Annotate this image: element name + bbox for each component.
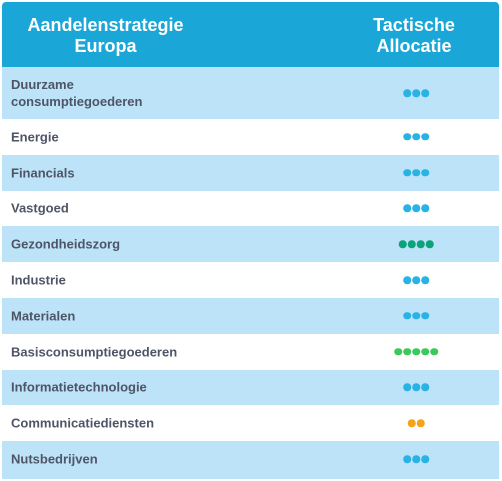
- rating-dot-icon: [416, 419, 425, 428]
- rating-dot-icon: [421, 383, 429, 392]
- sector-label: Energie: [11, 128, 311, 145]
- table-row: Communicatiediensten: [2, 405, 499, 442]
- rating-dot-icon: [403, 133, 411, 141]
- table-row: Vastgoed: [2, 190, 499, 227]
- sector-label-line1: Gezondheidszorg: [11, 236, 121, 252]
- sector-label-line1: Communicatiediensten: [11, 415, 155, 431]
- rating-dot-icon: [403, 383, 411, 392]
- sector-label-line1: Duurzame: [11, 77, 74, 92]
- sector-label: Gezondheidszorg: [11, 236, 311, 253]
- table-row: Energie: [2, 119, 499, 155]
- allocation-rating: [403, 133, 429, 141]
- table-row: Basisconsumptiegoederen: [2, 333, 499, 370]
- table-row: Financials: [2, 154, 499, 191]
- allocation-rating: [403, 276, 429, 284]
- rating-dot-icon: [412, 347, 420, 356]
- table-row: Informatietechnologie: [2, 369, 499, 406]
- sector-label: Basisconsumptiegoederen: [11, 343, 311, 360]
- rating-dot-icon: [403, 276, 411, 284]
- header-strategy: Aandelenstrategie Europa: [2, 15, 209, 57]
- table-header: Aandelenstrategie Europa Tactische Alloc…: [2, 2, 499, 67]
- sector-label: Nutsbedrijven: [11, 451, 311, 468]
- header-allocation-line2: Allocatie: [376, 36, 452, 56]
- sector-label-line1: Materialen: [11, 308, 76, 324]
- table-row: Duurzame consumptiegoederen: [2, 67, 499, 119]
- header-strategy-line1: Aandelenstrategie: [27, 15, 184, 35]
- rating-dot-icon: [412, 383, 420, 392]
- sector-label-line1: Industrie: [11, 272, 66, 288]
- rating-dot-icon: [412, 89, 420, 97]
- sector-label: Materialen: [11, 307, 311, 324]
- rating-dot-icon: [421, 89, 429, 97]
- sector-label: Duurzame consumptiegoederen: [11, 76, 311, 110]
- sector-label-line1: Energie: [11, 129, 59, 145]
- header-allocation: Tactische Allocatie: [339, 15, 489, 57]
- rating-dot-icon: [398, 240, 407, 249]
- allocation-rating: [398, 240, 434, 249]
- rating-dot-icon: [403, 347, 411, 356]
- sector-label-line1: Informatietechnologie: [11, 379, 147, 395]
- allocation-rating: [394, 347, 438, 356]
- table-row: Gezondheidszorg: [2, 226, 499, 263]
- sector-label: Informatietechnologie: [11, 379, 311, 396]
- table-row: Materialen: [2, 298, 499, 334]
- sector-label-line1: Basisconsumptiegoederen: [11, 344, 178, 360]
- allocation-rating: [403, 89, 429, 97]
- rating-dot-icon: [421, 312, 429, 320]
- allocation-rating: [403, 383, 429, 392]
- sector-label-line1: Vastgoed: [11, 200, 69, 216]
- rating-dot-icon: [421, 455, 429, 463]
- rating-dot-icon: [416, 240, 425, 249]
- rating-dot-icon: [421, 204, 429, 213]
- rating-dot-icon: [425, 240, 434, 249]
- sector-label: Communicatiediensten: [11, 415, 311, 432]
- sector-label-line1: Financials: [11, 165, 75, 181]
- rating-dot-icon: [412, 204, 420, 213]
- rating-dot-icon: [421, 133, 429, 141]
- table-row: Nutsbedrijven: [2, 441, 499, 477]
- allocation-rating: [403, 168, 429, 177]
- rating-dot-icon: [403, 89, 411, 97]
- rating-dot-icon: [412, 276, 420, 284]
- rating-dot-icon: [421, 276, 429, 284]
- header-allocation-line1: Tactische: [373, 15, 455, 35]
- rating-dot-icon: [412, 312, 420, 320]
- header-strategy-line2: Europa: [74, 36, 137, 56]
- rating-dot-icon: [403, 312, 411, 320]
- rating-dot-icon: [430, 347, 438, 356]
- rating-dot-icon: [412, 455, 420, 463]
- table-bottom-border: [2, 477, 499, 479]
- rating-dot-icon: [421, 168, 429, 177]
- rating-dot-icon: [403, 204, 411, 213]
- rating-dot-icon: [412, 168, 420, 177]
- allocation-rating: [403, 455, 429, 463]
- sector-label-line1: Nutsbedrijven: [11, 451, 98, 467]
- rating-dot-icon: [407, 240, 416, 249]
- rating-dot-icon: [403, 455, 411, 463]
- rating-dot-icon: [403, 168, 411, 177]
- allocation-rating: [403, 312, 429, 320]
- sector-label: Financials: [11, 164, 311, 181]
- rating-dot-icon: [421, 347, 429, 356]
- rating-dot-icon: [394, 347, 402, 356]
- sector-label: Industrie: [11, 272, 311, 289]
- allocation-rating: [407, 419, 425, 428]
- rating-dot-icon: [412, 133, 420, 141]
- sector-label: Vastgoed: [11, 200, 311, 217]
- allocation-rating: [403, 204, 429, 213]
- rating-dot-icon: [407, 419, 416, 428]
- table-row: Industrie: [2, 262, 499, 298]
- sector-label-line2: consumptiegoederen: [11, 94, 143, 109]
